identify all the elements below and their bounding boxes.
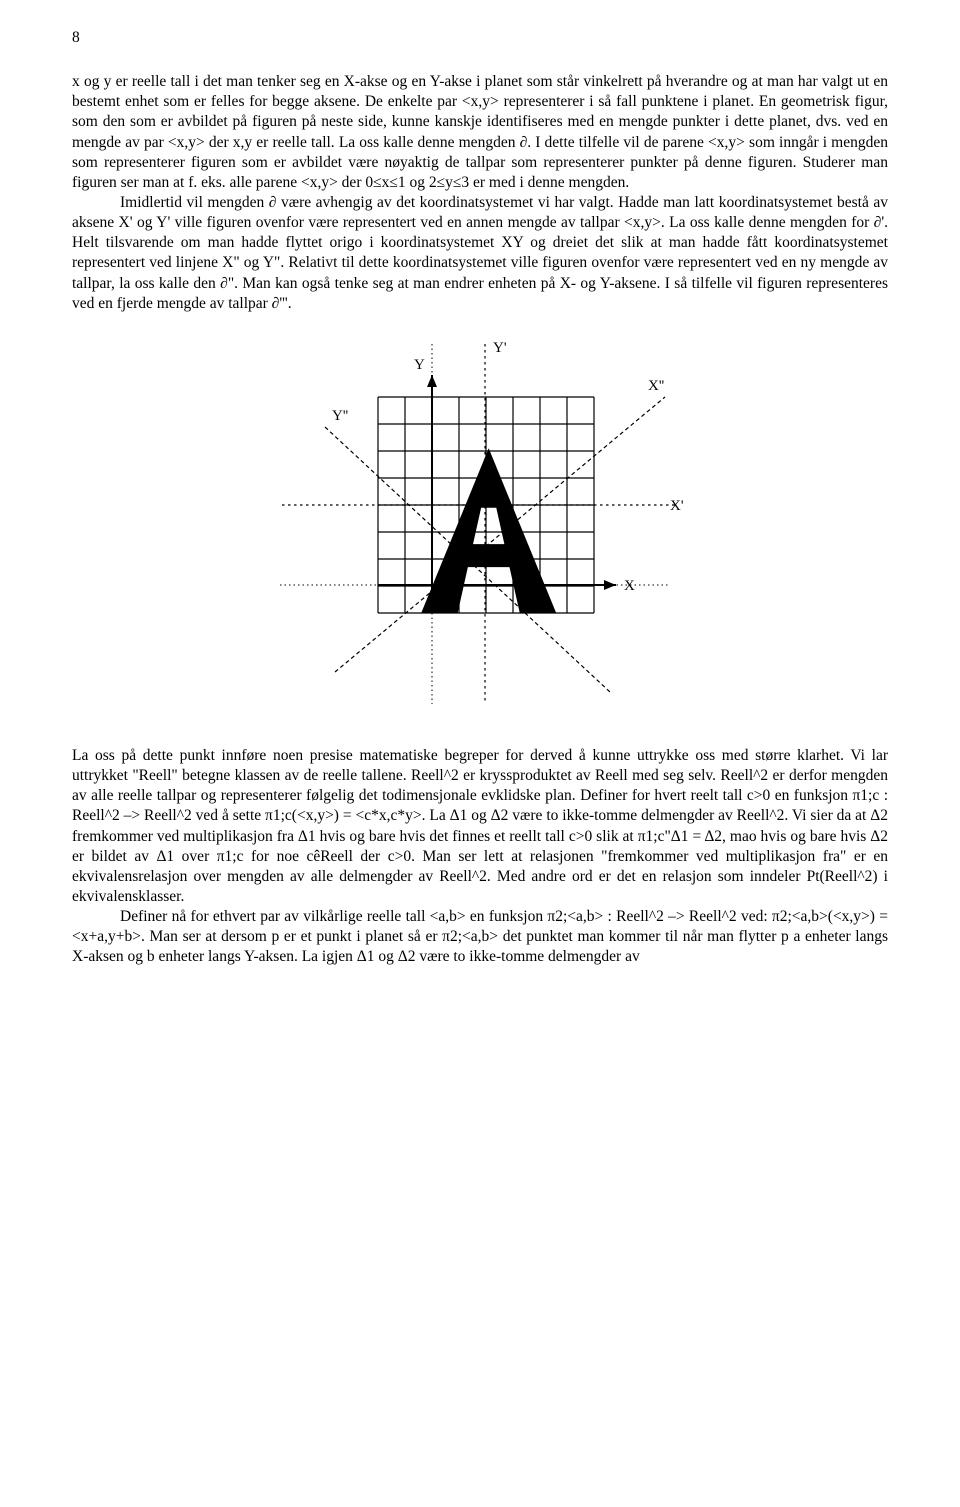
paragraph-2: Imidlertid vil mengden ∂ være avhengig a…: [72, 193, 888, 314]
page-number: 8: [72, 28, 888, 48]
svg-text:Y: Y: [414, 357, 425, 373]
coordinate-figure: Y Y' Y'' X X' X'': [72, 332, 888, 718]
svg-text:X'': X'': [648, 378, 665, 394]
paragraph-3: La oss på dette punkt innføre noen presi…: [72, 746, 888, 907]
svg-text:X: X: [624, 578, 635, 594]
coordinate-svg: Y Y' Y'' X X' X'': [270, 332, 690, 712]
paragraph-4: Definer nå for ethvert par av vilkårlige…: [72, 907, 888, 967]
svg-text:X': X': [670, 498, 684, 514]
svg-text:Y'': Y'': [332, 408, 349, 424]
svg-text:Y': Y': [493, 340, 507, 356]
paragraph-1: x og y er reelle tall i det man tenker s…: [72, 72, 888, 193]
